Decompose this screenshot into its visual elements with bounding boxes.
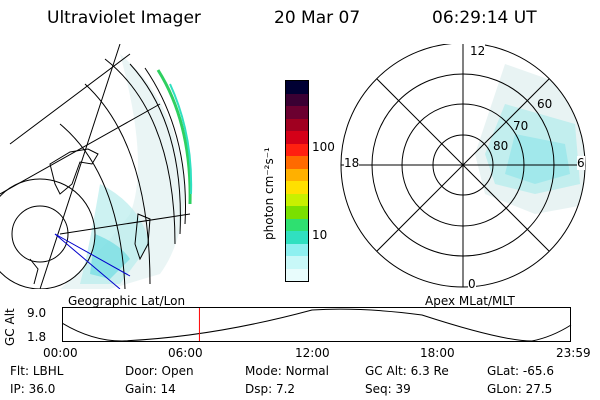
info-door: Door: Open — [125, 364, 194, 378]
info-ip: IP: 36.0 — [10, 382, 56, 396]
colorbar-swatch — [286, 93, 308, 106]
colorbar-swatch — [286, 81, 308, 94]
colorbar-swatch — [286, 168, 308, 181]
orbit-plot — [62, 307, 572, 342]
orbit-ylabel: GC Alt — [3, 308, 17, 346]
mlat-ring-80: 80 — [493, 139, 509, 153]
mlat-ring-60: 60 — [537, 97, 553, 111]
geographic-map — [0, 44, 193, 289]
orbit-xtick-1800: 18:00 — [420, 346, 455, 360]
mlat-ring-70: 70 — [513, 119, 529, 133]
colorbar-swatch — [286, 243, 308, 256]
info-glon: GLon: 27.5 — [487, 382, 553, 396]
colorbar-unit-label: photon cm⁻²s⁻¹ — [262, 147, 276, 240]
colorbar-swatch — [286, 256, 308, 269]
colorbar-swatch — [286, 143, 308, 156]
info-dsp: Dsp: 7.2 — [245, 382, 296, 396]
colorbar-swatch — [286, 218, 308, 231]
mlt-label-0: 0 — [468, 277, 476, 291]
right-panel-label: Apex MLat/MLT — [425, 294, 515, 308]
colorbar-swatch — [286, 181, 308, 194]
info-gain: Gain: 14 — [125, 382, 176, 396]
colorbar-swatch — [286, 268, 308, 281]
date-label: 20 Mar 07 — [274, 8, 361, 28]
colorbar-swatch — [286, 131, 308, 144]
info-mode: Mode: Normal — [245, 364, 329, 378]
info-glat: GLat: -65.6 — [487, 364, 554, 378]
time-label: 06:29:14 UT — [432, 8, 537, 28]
colorbar-swatch — [286, 193, 308, 206]
instrument-title: Ultraviolet Imager — [47, 8, 201, 28]
orbit-xtick-2359: 23:59 — [556, 346, 591, 360]
colorbar-swatch — [286, 118, 308, 131]
colorbar-tick-10: 10 — [312, 228, 328, 242]
left-panel-label: Geographic Lat/Lon — [68, 294, 186, 308]
colorbar-swatch — [286, 206, 308, 219]
orbit-xtick-0600: 06:00 — [168, 346, 203, 360]
colorbar-tick-100: 100 — [312, 140, 335, 154]
polar-plot — [340, 44, 586, 288]
colorbar-swatch — [286, 231, 308, 244]
mlt-label-12: 12 — [470, 44, 486, 58]
mlt-label-18: 18 — [344, 156, 360, 170]
info-seq: Seq: 39 — [365, 382, 411, 396]
colorbar — [285, 80, 309, 282]
info-flt: Flt: LBHL — [10, 364, 64, 378]
orbit-ytick-low: 1.8 — [27, 330, 47, 344]
orbit-ytick-high: 9.0 — [27, 306, 47, 320]
orbit-xtick-0000: 00:00 — [43, 346, 78, 360]
colorbar-swatch — [286, 106, 308, 119]
info-gc-alt: GC Alt: 6.3 Re — [365, 364, 449, 378]
colorbar-swatch — [286, 156, 308, 169]
orbit-xtick-1200: 12:00 — [295, 346, 330, 360]
mlt-label-6: 6 — [577, 156, 585, 170]
